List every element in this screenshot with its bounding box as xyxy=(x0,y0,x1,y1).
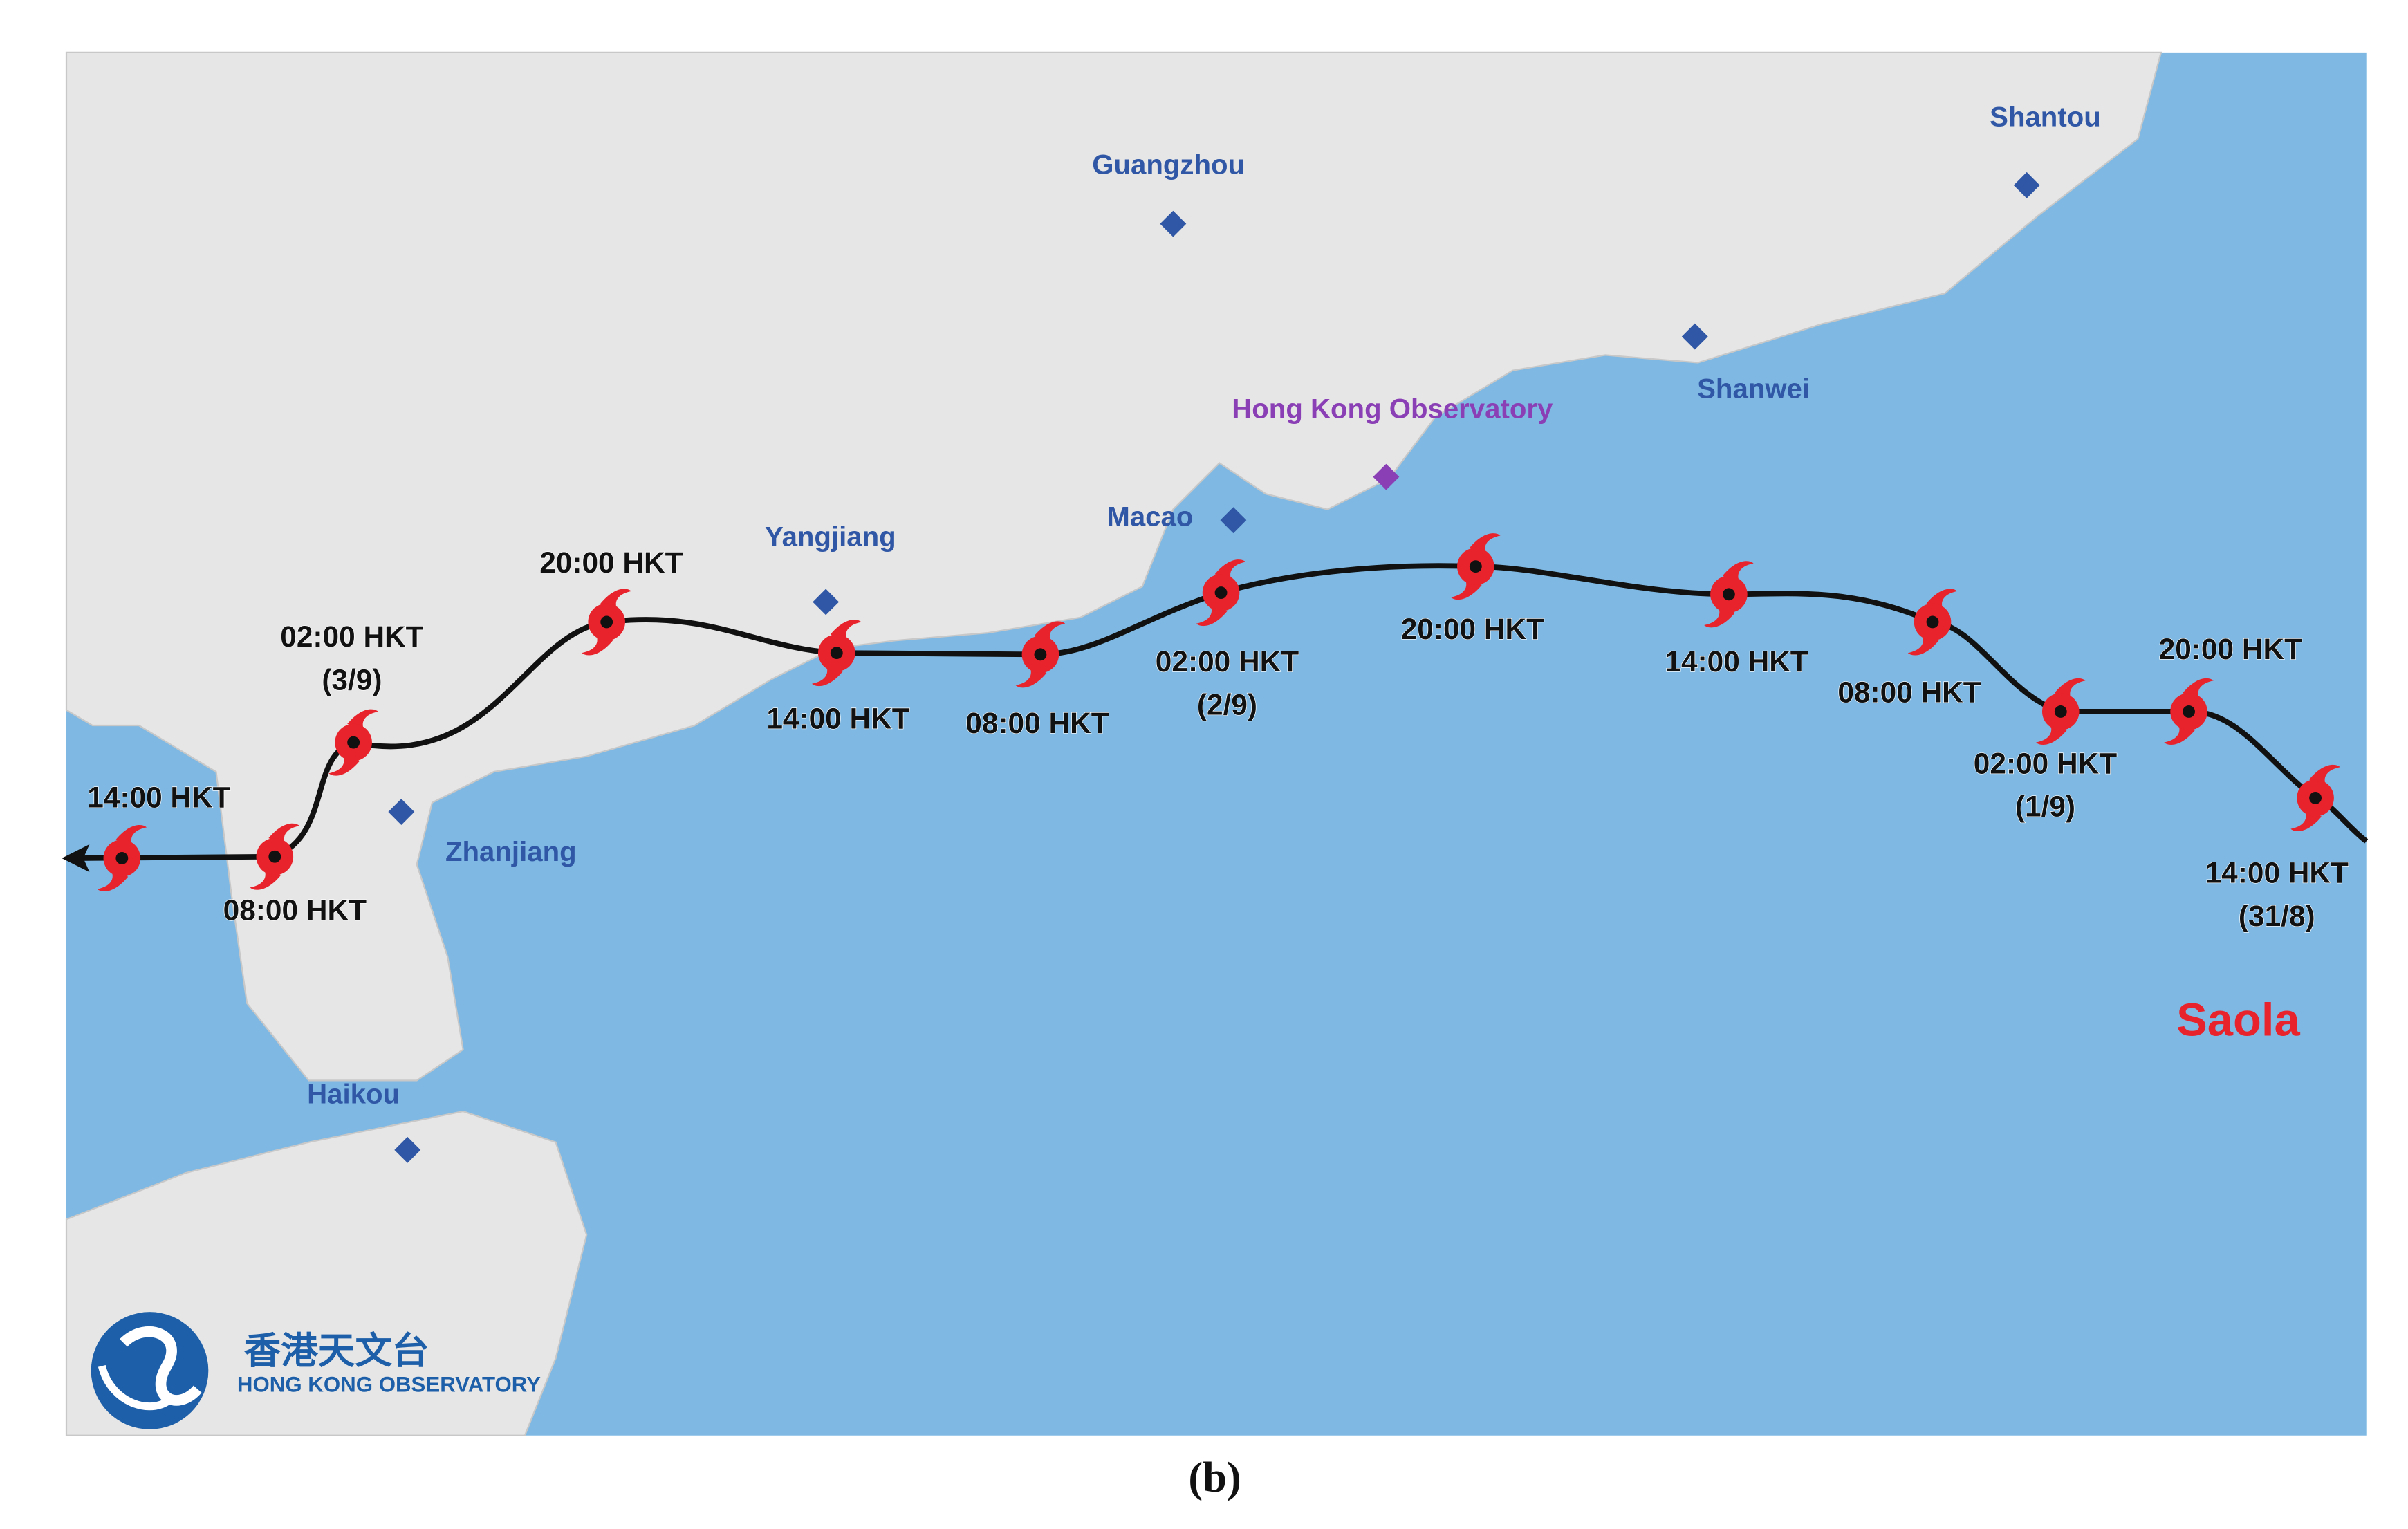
cyclone-eye xyxy=(600,615,613,629)
city-label: Zhanjiang xyxy=(445,836,577,867)
cyclone-eye xyxy=(1926,615,1939,629)
track-time-label: 14:00 HKT xyxy=(2205,857,2349,889)
city-label: Shantou xyxy=(1990,101,2101,132)
city-marker xyxy=(388,799,415,825)
city-label: Shanwei xyxy=(1697,373,1810,404)
cyclone-eye xyxy=(1469,560,1482,573)
city-label: Hong Kong Observatory xyxy=(1232,393,1553,424)
storm-name: Saola xyxy=(2176,994,2300,1046)
cyclone-eye xyxy=(2309,792,2322,804)
city-label: Macao xyxy=(1106,501,1193,532)
cyclone-marker xyxy=(1451,533,1501,600)
cyclone-marker xyxy=(1704,561,1754,628)
caption: (b) xyxy=(1188,1453,1241,1501)
cyclone-marker xyxy=(97,824,147,891)
track-time-label: 02:00 HKT xyxy=(280,620,423,653)
cyclone-eye xyxy=(2054,705,2067,718)
track-time-label: 14:00 HKT xyxy=(766,703,909,735)
cyclone-marker xyxy=(2036,678,2086,745)
mainland xyxy=(65,51,2162,1082)
cyclone-eye xyxy=(1722,588,1735,601)
track-time-label: 02:00 HKT xyxy=(1974,747,2117,779)
cyclone-marker xyxy=(1015,621,1066,688)
track-date-label: (31/8) xyxy=(2239,900,2315,932)
cyclone-eye xyxy=(2183,705,2195,718)
cyclone-marker xyxy=(812,620,862,687)
track-time-label: 20:00 HKT xyxy=(2159,633,2302,665)
track-time-label: 08:00 HKT xyxy=(965,707,1109,739)
cyclone-eye xyxy=(268,850,281,863)
track-time-label: 08:00 HKT xyxy=(1837,676,1981,709)
cyclone-marker xyxy=(582,589,631,656)
city-label: Guangzhou xyxy=(1092,149,1245,180)
track-time-label: 20:00 HKT xyxy=(1401,613,1544,645)
track-time-label: 14:00 HKT xyxy=(87,781,230,813)
logo-english: HONG KONG OBSERVATORY xyxy=(237,1373,541,1397)
track-time-label: 02:00 HKT xyxy=(1156,645,1299,678)
track-time-label: 14:00 HKT xyxy=(1665,645,1808,678)
cyclone-eye xyxy=(830,647,843,660)
track-time-label: 20:00 HKT xyxy=(539,546,683,579)
cyclone-eye xyxy=(1034,648,1047,661)
track-date-label: (2/9) xyxy=(1197,688,1257,721)
cyclone-marker xyxy=(1907,589,1958,656)
logo-chinese: 香港天文台 xyxy=(244,1331,429,1372)
city-label: Yangjiang xyxy=(765,521,896,553)
logo: 香港天文台 HONG KONG OBSERVATORY xyxy=(91,1312,541,1429)
cyclone-eye xyxy=(115,852,129,864)
city-label: Haikou xyxy=(307,1078,400,1109)
cyclone-marker xyxy=(250,823,300,890)
track-time-label: 08:00 HKT xyxy=(223,893,367,926)
cyclone-marker xyxy=(2164,678,2214,745)
track-date-label: (1/9) xyxy=(2015,790,2075,823)
cyclone-marker xyxy=(1196,559,1246,627)
track-date-label: (3/9) xyxy=(322,664,382,696)
cyclone-eye xyxy=(1214,586,1228,600)
cyclone-marker xyxy=(328,709,378,776)
track-arrow xyxy=(62,844,90,873)
cyclone-marker xyxy=(2290,764,2340,831)
cyclone-eye xyxy=(347,736,360,749)
